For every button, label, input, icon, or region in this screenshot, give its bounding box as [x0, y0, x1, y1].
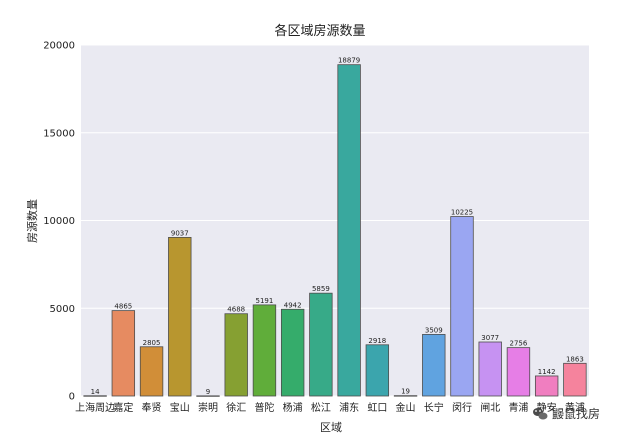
- y-tick-label: 10000: [43, 216, 75, 227]
- x-tick-label: 宝山: [170, 401, 190, 414]
- data-label: 2918: [368, 337, 386, 345]
- x-tick-label: 杨浦: [283, 401, 303, 414]
- data-label: 1863: [566, 355, 584, 363]
- data-labels: 14 4865 2805 9037 9 4688 5191 4942 5859 18879 2918…: [91, 57, 584, 396]
- bar: [478, 341, 502, 397]
- data-label: 5191: [256, 297, 274, 305]
- bar: [168, 237, 192, 397]
- x-tick-label: 虹口: [367, 402, 387, 414]
- x-tick-label: 浦东: [339, 401, 359, 414]
- bar: [422, 334, 446, 397]
- watermark: 鼹鼠找房: [533, 406, 600, 421]
- data-label: 19: [401, 388, 410, 396]
- bar: [139, 346, 164, 397]
- data-label: 4688: [227, 306, 245, 314]
- bar: [280, 308, 305, 397]
- x-tick-label: 黄浦: [565, 401, 585, 414]
- data-label: 1142: [538, 368, 556, 376]
- bar: [450, 216, 474, 397]
- x-tick-label: 松江: [311, 401, 331, 414]
- y-tick-label: 15000: [43, 128, 75, 139]
- chart-title: 各区域房源数量: [274, 23, 365, 39]
- data-label: 2756: [510, 340, 528, 348]
- bar: [563, 362, 587, 397]
- bar: [534, 375, 559, 397]
- x-tick-label: 长宁: [424, 401, 444, 414]
- data-label: 3509: [425, 326, 443, 334]
- x-tick-label: 崇明: [198, 402, 218, 414]
- grid-lines: [81, 44, 589, 397]
- y-axis-ticks: 0 5000 10000 15000 20000: [43, 41, 75, 403]
- wechat-icon: [533, 408, 548, 420]
- data-label: 5859: [312, 285, 330, 293]
- x-tick-label: 上海周边: [75, 401, 115, 414]
- data-label: 18879: [338, 57, 360, 65]
- bar: [309, 292, 333, 397]
- data-label: 10225: [451, 209, 473, 217]
- bar: [252, 304, 277, 397]
- x-tick-label: 金山: [396, 401, 416, 414]
- x-tick-label: 徐汇: [226, 401, 246, 414]
- y-tick-label: 0: [69, 392, 75, 403]
- data-label: 4865: [114, 303, 132, 311]
- data-label: 4942: [284, 301, 302, 309]
- x-tick-label: 闸北: [480, 401, 500, 414]
- x-tick-label: 奉贤: [142, 401, 162, 414]
- bar: [365, 344, 390, 397]
- bar: [337, 64, 361, 397]
- y-tick-label: 20000: [43, 41, 75, 52]
- data-label: 9: [206, 388, 210, 396]
- x-tick-label: 青浦: [508, 401, 528, 414]
- data-label: 9037: [171, 229, 189, 237]
- y-tick-label: 5000: [50, 304, 75, 315]
- x-tick-label: 嘉定: [113, 401, 133, 414]
- x-tick-label: 普陀: [254, 401, 274, 414]
- data-label: 3077: [481, 334, 499, 342]
- data-label: 14: [91, 388, 100, 396]
- x-axis-label: 区域: [320, 421, 342, 434]
- watermark-text: 鼹鼠找房: [552, 406, 600, 421]
- bar: [83, 395, 107, 397]
- data-label: 2805: [143, 339, 161, 347]
- bars: [83, 64, 587, 397]
- bar: [393, 395, 418, 397]
- x-tick-label: 闵行: [452, 401, 472, 414]
- bar: [224, 313, 248, 397]
- bar: [196, 395, 220, 397]
- bar: [506, 347, 531, 397]
- bar: [111, 310, 136, 397]
- y-axis-label: 房源数量: [25, 199, 39, 243]
